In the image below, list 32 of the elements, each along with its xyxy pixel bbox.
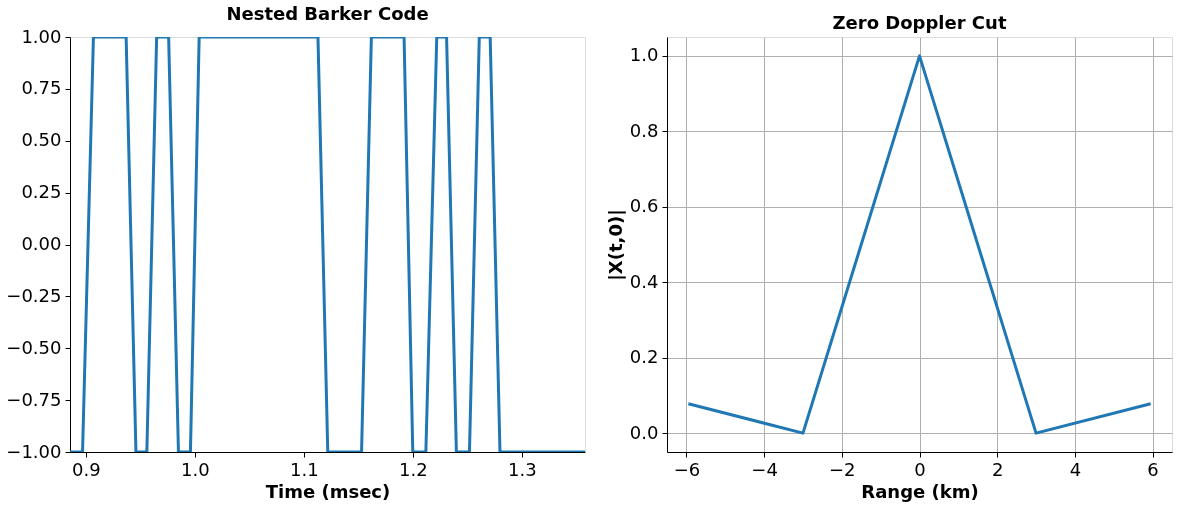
y-tick-label: 0.6 bbox=[629, 195, 659, 217]
y-tick-label: 0.8 bbox=[629, 119, 659, 141]
y-tick-label: 1.0 bbox=[629, 44, 659, 66]
x-tick-label: 1.1 bbox=[289, 458, 319, 480]
y-tick-label: 0.0 bbox=[629, 421, 659, 443]
y-tick-label: −0.75 bbox=[6, 388, 62, 410]
x-axis-title: Time (msec) bbox=[265, 480, 391, 502]
y-tick-label: 0.25 bbox=[21, 181, 62, 203]
y-tick-label: 0.75 bbox=[21, 77, 62, 99]
y-tick-label: −1.00 bbox=[6, 440, 62, 462]
y-tick-label: 0.50 bbox=[21, 129, 62, 151]
x-tick-label: 6 bbox=[1147, 458, 1159, 480]
x-tick-label: 1.2 bbox=[398, 458, 428, 480]
x-tick-label: 0.9 bbox=[71, 458, 101, 480]
y-tick-label: 0.2 bbox=[629, 346, 659, 368]
y-tick-label: 1.00 bbox=[21, 25, 62, 47]
chart-title: Nested Barker Code bbox=[226, 3, 429, 24]
x-tick-label: −4 bbox=[751, 458, 778, 480]
y-axis-title: |X(t,0)| bbox=[604, 209, 626, 281]
x-tick-label: −6 bbox=[673, 458, 701, 480]
x-tick-label: 1.0 bbox=[180, 458, 210, 480]
y-tick-label: −0.50 bbox=[6, 336, 62, 358]
x-tick-label: 2 bbox=[991, 458, 1004, 480]
x-tick-label: 0 bbox=[914, 458, 926, 480]
y-tick-label: −0.25 bbox=[6, 284, 62, 306]
x-tick-label: 4 bbox=[1069, 458, 1082, 480]
x-tick-label: −2 bbox=[829, 458, 856, 480]
x-axis-title: Range (km) bbox=[861, 480, 979, 502]
y-tick-label: 0.00 bbox=[21, 233, 62, 254]
chart-title: Zero Doppler Cut bbox=[832, 12, 1007, 33]
y-tick-label: 0.4 bbox=[629, 270, 659, 292]
x-tick-label: 1.3 bbox=[507, 458, 537, 480]
